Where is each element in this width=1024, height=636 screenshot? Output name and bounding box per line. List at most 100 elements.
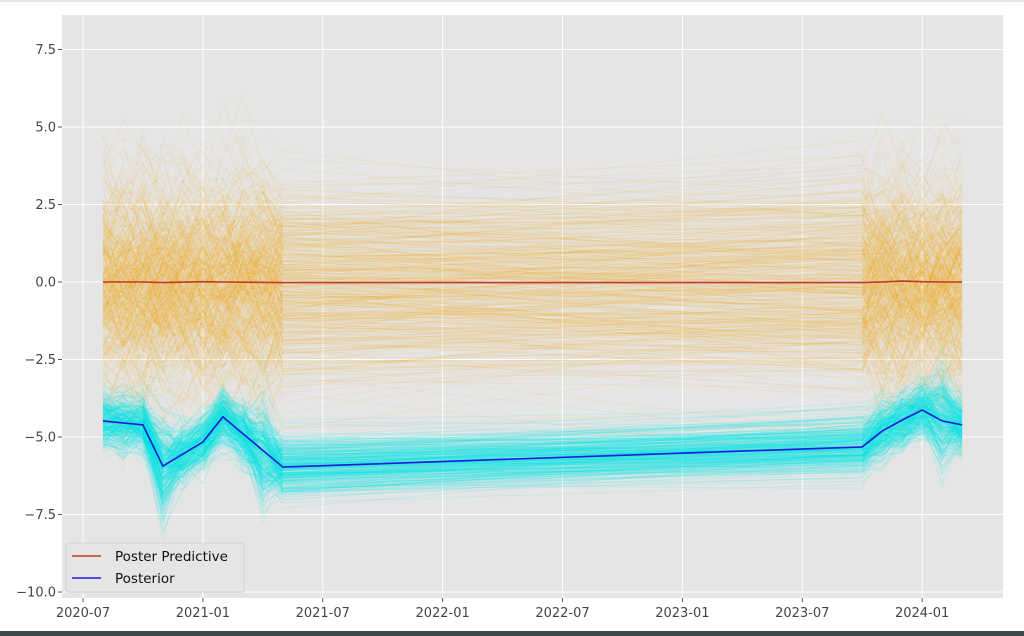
predictive-sample-line xyxy=(102,249,963,365)
predictive-sample-line xyxy=(102,135,963,276)
predictive-sample-line xyxy=(102,286,963,382)
posterior-sample-line xyxy=(102,380,963,489)
posterior-sample-line xyxy=(102,396,963,468)
predictive-sample-line xyxy=(102,249,963,317)
predictive-sample-line xyxy=(102,301,963,369)
posterior-sample-line xyxy=(102,384,963,488)
predictive-sample-line xyxy=(102,276,963,370)
grid xyxy=(62,15,1003,598)
predictive-sample-line xyxy=(102,197,963,291)
predictive-sample-line xyxy=(102,236,963,327)
predictive-sample-line xyxy=(102,288,963,389)
posterior-sample-line xyxy=(102,423,963,481)
posterior-sample-line xyxy=(102,411,963,494)
predictive-sample-line xyxy=(102,208,963,296)
predictive-sample-line xyxy=(102,273,963,376)
predictive-sample-line xyxy=(102,181,963,287)
posterior-sample-line xyxy=(102,384,963,508)
posterior-sample-line xyxy=(102,384,963,468)
posterior-sample-line xyxy=(102,419,963,491)
posterior-sample-line xyxy=(102,346,963,456)
posterior-sample-line xyxy=(102,404,963,485)
posterior-sample-line xyxy=(102,395,963,472)
posterior-sample-line xyxy=(102,401,963,480)
posterior-sample-line xyxy=(102,398,963,472)
predictive-sample-line xyxy=(102,226,963,329)
posterior-sample-line xyxy=(102,354,963,470)
predictive-sample-line xyxy=(102,218,963,300)
posterior-sample-line xyxy=(102,395,963,464)
posterior-sample-line xyxy=(102,396,963,470)
posterior-sample-line xyxy=(102,395,963,448)
predictive-sample-line xyxy=(102,212,963,313)
predictive-sample-line xyxy=(102,331,963,399)
predictive-sample-line xyxy=(102,154,963,265)
predictive-sample-line xyxy=(102,250,963,356)
predictive-sample-line xyxy=(102,254,963,358)
predictive-sample-line xyxy=(102,253,963,362)
posterior-sample-line xyxy=(102,409,963,476)
posterior-sample-line xyxy=(102,374,963,449)
predictive-sample-line xyxy=(102,262,963,372)
posterior-sample-line xyxy=(102,398,963,506)
predictive-sample-line xyxy=(102,206,963,296)
predictive-sample-line xyxy=(102,208,963,315)
posterior-sample-line xyxy=(102,408,963,490)
predictive-sample-line xyxy=(102,349,963,409)
predictive-sample-line xyxy=(102,304,963,420)
predictive-sample-line xyxy=(102,251,963,347)
predictive-sample-line xyxy=(102,234,963,339)
predictive-sample-line xyxy=(102,211,963,328)
posterior-sample-line xyxy=(102,396,963,478)
predictive-sample-line xyxy=(102,220,963,299)
posterior-sample-line xyxy=(102,369,963,468)
predictive-sample-line xyxy=(102,230,963,328)
predictive-sample-line xyxy=(102,239,963,325)
predictive-sample-line xyxy=(102,244,963,327)
posterior-sample-line xyxy=(102,409,963,500)
posterior-sample-line xyxy=(102,384,963,474)
posterior-sample-line xyxy=(102,387,963,462)
predictive-sample-line xyxy=(102,265,963,349)
posterior-sample-line xyxy=(102,421,963,489)
posterior-sample-line xyxy=(102,370,963,470)
predictive-sample-line xyxy=(102,182,963,294)
predictive-sample-line xyxy=(102,275,963,393)
predictive-sample-line xyxy=(102,251,963,326)
predictive-sample-line xyxy=(102,174,963,237)
posterior-sample-line xyxy=(102,401,963,484)
predictive-sample-line xyxy=(102,311,963,395)
posterior-sample-line xyxy=(102,400,963,469)
posterior-sample-line xyxy=(102,393,963,459)
predictive-sample-line xyxy=(102,282,963,354)
predictive-sample-line xyxy=(102,273,963,347)
posterior-sample-line xyxy=(102,409,963,477)
predictive-sample-line xyxy=(102,241,963,349)
predictive-sample-line xyxy=(102,274,963,359)
posterior-sample-line xyxy=(102,418,963,492)
predictive-sample-line xyxy=(102,243,963,307)
posterior-sample-line xyxy=(102,411,963,462)
predictive-sample-line xyxy=(102,268,963,371)
posterior-sample-line xyxy=(102,393,963,456)
predictive-sample-line xyxy=(102,184,963,279)
predictive-sample-line xyxy=(102,213,963,295)
posterior-sample-line xyxy=(102,426,963,496)
predictive-sample-line xyxy=(102,215,963,319)
posterior-sample-line xyxy=(102,387,963,496)
predictive-sample-line xyxy=(102,268,963,382)
predictive-sample-line xyxy=(102,221,963,314)
predictive-sample-line xyxy=(102,200,963,273)
posterior-sample-line xyxy=(102,423,963,504)
posterior-sample-line xyxy=(102,388,963,446)
predictive-sample-line xyxy=(102,236,963,320)
posterior-sample-line xyxy=(102,386,963,457)
predictive-sample-line xyxy=(102,194,963,275)
predictive-sample-line xyxy=(102,163,963,266)
x-tick-label: 2020-07 xyxy=(56,606,110,621)
predictive-sample-line xyxy=(102,254,963,399)
bottom-border xyxy=(0,631,1024,636)
predictive-sample-line xyxy=(102,315,963,472)
predictive-sample-line xyxy=(102,187,963,259)
posterior-sample-line xyxy=(102,384,963,484)
